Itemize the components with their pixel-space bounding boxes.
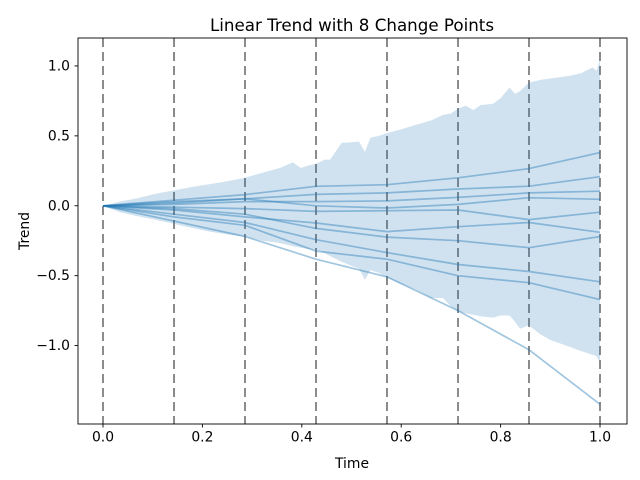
x-tick-label-1: 0.0 [92, 430, 114, 446]
trend-sample-9 [102, 204, 601, 301]
trend-sample-4 [102, 196, 601, 209]
x-tick-label-5: 0.8 [490, 430, 512, 446]
trend-sample-8 [102, 204, 601, 283]
x-axis-label: Time [334, 456, 369, 472]
axes-spines [77, 37, 628, 425]
y-tick-label-2: 0.5 [48, 128, 70, 144]
x-tick-label-4: 0.6 [390, 430, 412, 446]
y-tick-label-3: 0.0 [48, 198, 70, 214]
x-tick-label-2: 0.2 [191, 430, 213, 446]
trend-sample-5 [102, 204, 601, 221]
trend-sample-3 [102, 190, 601, 207]
y-tick-label-1: 1.0 [48, 58, 70, 74]
plot-layers: 0.0 0.2 0.4 0.6 0.8 1.0 1.0 0.5 0.0 −0.5 −1.0 [36, 37, 628, 446]
trend-sample-10 [102, 204, 601, 405]
y-tick-label-4: −0.5 [36, 268, 70, 284]
y-axis-label: Trend [17, 212, 33, 251]
trend-sample-2 [102, 175, 601, 207]
x-tick-label-6: 1.0 [589, 430, 611, 446]
uncertainty-band [103, 59, 600, 363]
chart-title: Linear Trend with 8 Change Points [210, 15, 494, 35]
trend-sample-7 [102, 204, 601, 249]
trend-sample-6 [102, 204, 601, 234]
y-tick-label-5: −1.0 [36, 338, 70, 354]
x-tick-label-3: 0.4 [291, 430, 313, 446]
trend-sample-1 [102, 151, 601, 207]
